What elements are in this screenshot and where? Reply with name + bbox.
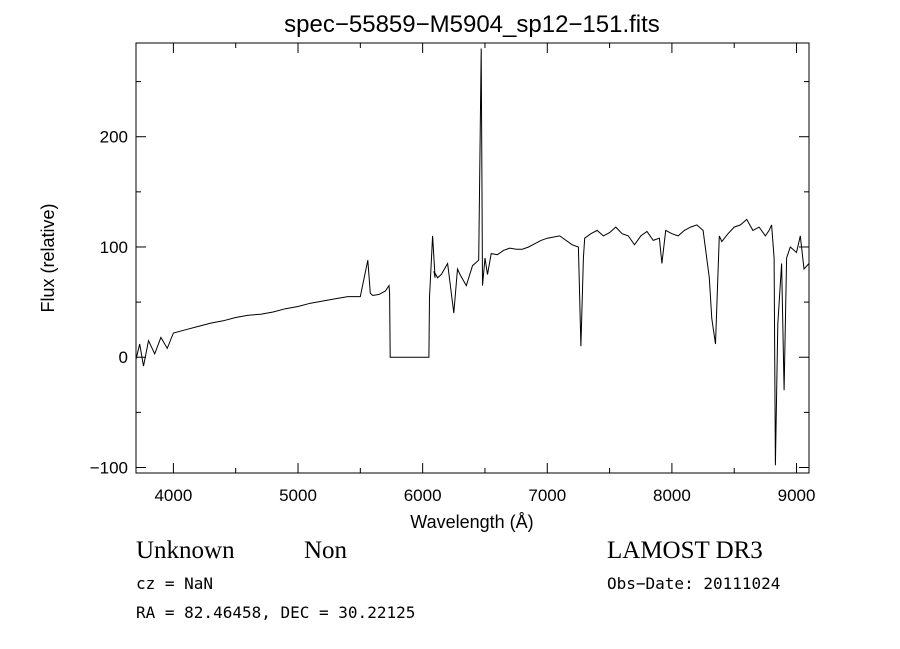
y-axis-ticks: −100 0 100 200: [90, 81, 809, 477]
y-tick-label: −100: [90, 458, 128, 477]
x-tick-label: 4000: [154, 486, 192, 505]
x-tick-label: 8000: [653, 486, 691, 505]
spectrum-series-line: [135, 48, 810, 466]
x-tick-label: 9000: [778, 486, 816, 505]
x-tick-label: 5000: [279, 486, 317, 505]
observation-date: Obs−Date: 20111024: [607, 574, 781, 593]
plot-frame: [135, 42, 810, 474]
y-tick-label: 200: [100, 128, 128, 147]
x-axis-label: Wavelength (Å): [410, 512, 533, 532]
x-tick-label: 6000: [404, 486, 442, 505]
ra-dec-coordinates: RA = 82.46458, DEC = 30.22125: [136, 603, 416, 622]
object-class: Unknown: [136, 537, 235, 564]
chart-title: spec−55859−M5904_sp12−151.fits: [284, 11, 660, 38]
x-tick-label: 7000: [528, 486, 566, 505]
y-axis-label: Flux (relative): [38, 203, 58, 312]
y-tick-label: 0: [119, 348, 128, 367]
redshift-cz: cz = NaN: [136, 574, 214, 593]
survey-name: LAMOST DR3: [607, 537, 763, 564]
y-tick-label: 100: [100, 238, 128, 257]
object-subclass: Non: [304, 537, 348, 564]
x-axis-ticks: 4000 5000 6000 7000 8000 9000: [154, 43, 815, 505]
